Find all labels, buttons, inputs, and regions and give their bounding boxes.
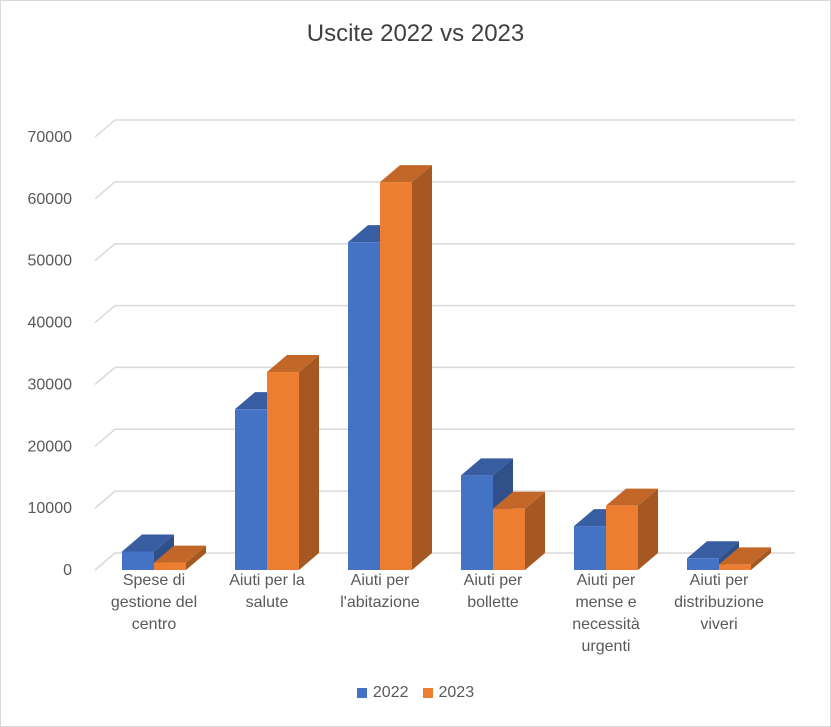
y-tick-label: 0 xyxy=(63,562,72,579)
bar-top-face xyxy=(719,547,771,565)
legend-swatch xyxy=(356,688,367,698)
bar-top-face xyxy=(154,545,206,563)
bar-2023 xyxy=(493,491,545,570)
x-category-label-line: Aiuti per xyxy=(576,572,636,589)
gridline xyxy=(94,490,795,509)
bar-top-face xyxy=(606,488,658,506)
gridline xyxy=(94,181,795,200)
gridline xyxy=(94,119,795,138)
legend-label: 2022 xyxy=(372,684,409,701)
x-category-label-line: Aiuti per xyxy=(350,572,410,589)
bar-top-face xyxy=(122,534,174,552)
gridline xyxy=(94,552,795,571)
x-category-label-line: urgenti xyxy=(581,638,631,655)
x-category-label-line: mense e xyxy=(575,594,637,611)
y-tick-label: 50000 xyxy=(28,253,73,270)
legend-item-2023: 2023 xyxy=(422,684,475,702)
bar-front-face xyxy=(380,182,412,571)
bar-side-face xyxy=(412,165,432,571)
x-category-label-line: centro xyxy=(131,616,177,633)
bar-side-face xyxy=(638,488,658,570)
bar-front-face xyxy=(687,558,719,570)
bar-side-face xyxy=(186,545,206,570)
y-tick-label: 30000 xyxy=(28,376,73,393)
x-category-label: Aiuti per distribuzione viveri xyxy=(663,570,775,636)
x-category-label-line: l'abitazione xyxy=(340,594,420,611)
bar-2023 xyxy=(380,165,432,571)
bar-front-face xyxy=(493,508,525,570)
y-tick-label: 60000 xyxy=(28,191,73,208)
x-category-label-line: Spese di xyxy=(122,572,186,589)
legend-label: 2023 xyxy=(438,684,475,701)
bar-side-face xyxy=(299,355,319,570)
bar-front-face xyxy=(154,562,186,570)
bar-top-face xyxy=(493,491,545,509)
bar-top-face xyxy=(687,541,739,559)
bar-2023 xyxy=(154,545,206,570)
x-category-label-line: Aiuti per xyxy=(689,572,749,589)
gridline xyxy=(94,304,795,324)
legend-swatch xyxy=(422,688,433,698)
y-tick-label: 40000 xyxy=(28,315,73,332)
bar-side-face xyxy=(751,547,771,570)
y-tick-label: 10000 xyxy=(28,500,73,517)
y-tick-label: 20000 xyxy=(28,438,73,455)
bar-front-face xyxy=(461,475,493,570)
bar-front-face xyxy=(122,551,154,570)
bar-side-face xyxy=(525,491,545,570)
bar-top-face xyxy=(380,165,432,183)
bar-front-face xyxy=(348,242,380,570)
x-category-label-line: Aiuti per la xyxy=(229,572,305,589)
bar-top-face xyxy=(461,458,513,476)
bar-2023 xyxy=(267,355,319,570)
x-category-label-line: distribuzione xyxy=(674,594,764,611)
bar-top-face xyxy=(267,355,319,373)
x-category-label-line: necessità xyxy=(572,616,640,633)
bar-front-face xyxy=(606,505,638,570)
x-category-label: Spese di gestione del centro xyxy=(98,570,210,636)
gridline xyxy=(94,428,795,447)
x-category-label: Aiuti per bollette xyxy=(437,570,549,614)
x-category-label-line: viveri xyxy=(700,616,738,633)
x-category-label-line: gestione del xyxy=(110,594,198,611)
x-category-label-line: salute xyxy=(245,594,289,611)
legend-item-2022: 2022 xyxy=(356,684,409,702)
bar-2023 xyxy=(719,547,771,570)
x-category-label-line: bollette xyxy=(467,594,519,611)
bar-2023 xyxy=(606,488,658,570)
y-tick-label: 70000 xyxy=(28,129,73,146)
legend: 2022 2023 xyxy=(0,684,831,702)
chart-title: Uscite 2022 vs 2023 xyxy=(306,20,525,47)
x-category-label: Aiuti per mense e necessità urgenti xyxy=(550,570,662,658)
x-category-label: Aiuti per l'abitazione xyxy=(324,570,436,614)
bar-front-face xyxy=(267,372,299,570)
bar-front-face xyxy=(574,526,606,570)
x-category-label-line: Aiuti per xyxy=(463,572,523,589)
gridline xyxy=(94,242,795,262)
gridline xyxy=(94,366,795,386)
x-category-label: Aiuti per la salute xyxy=(211,570,323,614)
bar-front-face xyxy=(719,564,751,570)
bar-front-face xyxy=(235,409,267,570)
